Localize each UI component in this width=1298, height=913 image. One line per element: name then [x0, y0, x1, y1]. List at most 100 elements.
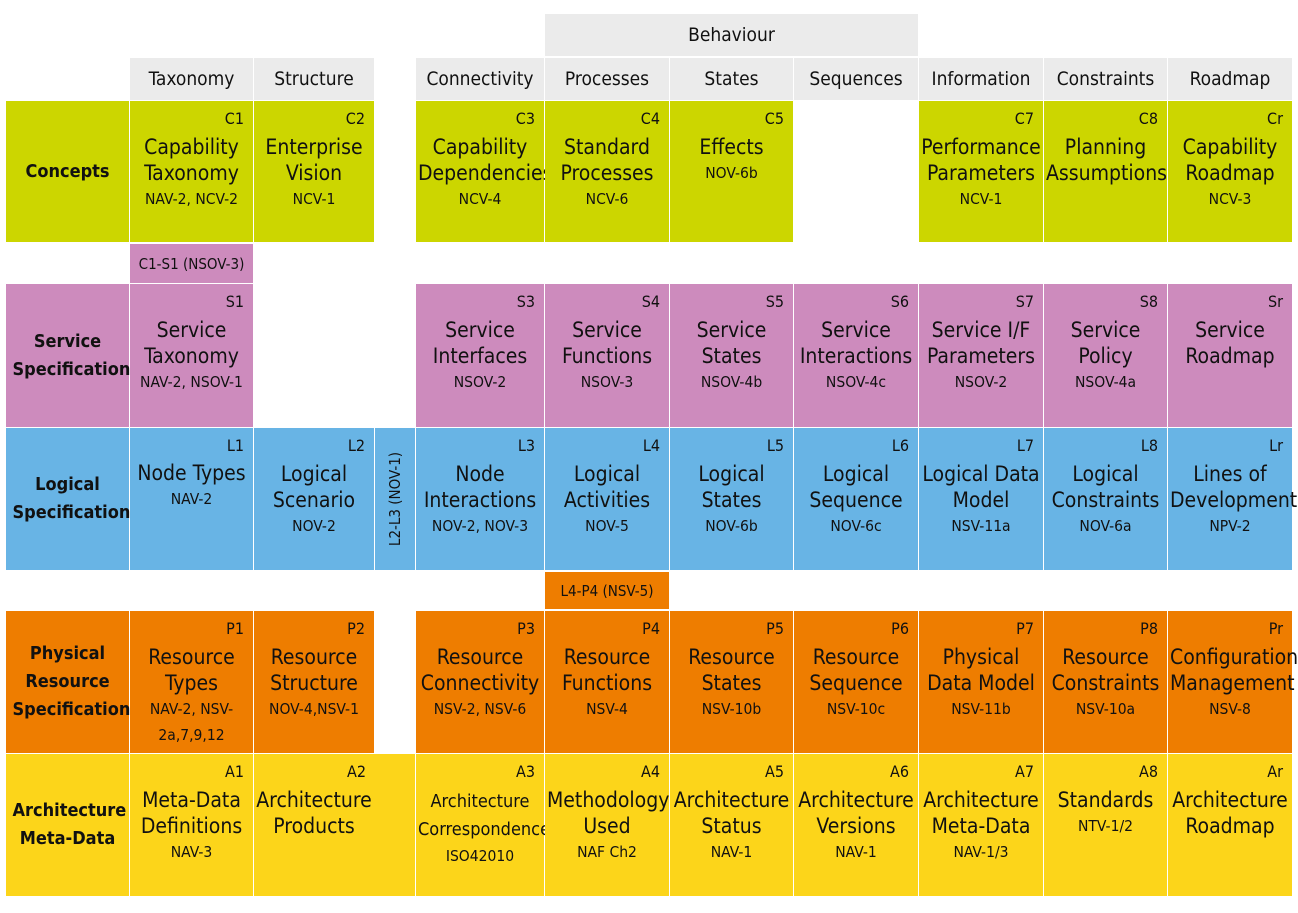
cell-ref: NTV-1/2: [1077, 817, 1134, 835]
cell-name: Methodology Used: [547, 788, 670, 838]
cell-code: Sr: [1267, 292, 1283, 311]
cell-name: Service Functions: [561, 318, 653, 368]
link-c1-s1: C1-S1 (NSOV-3): [130, 244, 253, 283]
cell-ref: NAV-2: [170, 490, 213, 508]
cell-code: A4: [641, 762, 660, 781]
cell-name: Enterprise Vision: [265, 135, 363, 185]
row-label-logical-specifications: Logical Specifications: [6, 428, 140, 570]
cell-l5: L5 Logical States NOV-6b: [670, 428, 793, 570]
cell-l6: L6 Logical Sequence NOV-6c: [794, 428, 918, 570]
cell-name: Architecture Meta-Data: [923, 788, 1039, 838]
cell-ref: NCV-1: [959, 190, 1003, 208]
cell-l7: L7 Logical Data Model NSV-11a: [919, 428, 1043, 570]
column-header-structure: Structure: [254, 58, 374, 100]
cell-code: Cr: [1267, 109, 1283, 128]
cell-code: S5: [765, 292, 784, 311]
cell-name: Standard Processes: [560, 135, 654, 185]
cell-name: Resource Types: [148, 645, 235, 695]
cell-code: C2: [345, 109, 365, 128]
cell-a7: A7 Architecture Meta-Data NAV-1/3: [919, 754, 1043, 896]
column-header-constraints: Constraints: [1044, 58, 1167, 100]
cell-code: L7: [1016, 436, 1034, 455]
cell-name: Performance Parameters: [921, 135, 1041, 185]
cell-code: A3: [516, 762, 535, 781]
cell-ref: NSV-10c: [826, 700, 886, 718]
cell-name: Physical Data Model: [927, 645, 1035, 695]
column-header-connectivity: Connectivity: [416, 58, 544, 100]
cell-name: Architecture Versions: [798, 788, 914, 838]
cell-s7: S7 Service I/F Parameters NSOV-2: [919, 284, 1043, 427]
cell-ref: NCV-3: [1208, 190, 1252, 208]
cell-ref: NSV-10a: [1075, 700, 1136, 718]
cell-ref: NAV-2, NCV-2: [144, 190, 239, 208]
cell-code: Ar: [1267, 762, 1283, 781]
cell-p2: P2 Resource Structure NOV-4,NSV-1: [254, 611, 374, 753]
cell-pr: Pr Configuration Management NSV-8: [1168, 611, 1298, 753]
cell-ref: NSV-2, NSV-6: [433, 700, 527, 718]
cell-name: Architecture Products: [256, 788, 372, 838]
cell-p7: P7 Physical Data Model NSV-11b: [919, 611, 1043, 753]
row-label-architecture-meta-data: Architecture Meta-Data: [6, 754, 129, 896]
cell-c3: C3 Capability Dependencies NCV-4: [416, 101, 553, 242]
link-l2-l3: L2-L3 (NOV-1): [375, 428, 415, 570]
cell-ar: Ar Architecture Roadmap: [1168, 754, 1292, 896]
cell-name: Planning Assumptions: [1046, 135, 1168, 185]
cell-code: P7: [1016, 619, 1034, 638]
cell-code: S8: [1139, 292, 1158, 311]
cell-name: Configuration Management: [1170, 645, 1298, 695]
cell-code: P8: [1140, 619, 1158, 638]
cell-a1: A1 Meta-Data Definitions NAV-3: [130, 754, 253, 896]
cell-ref: NOV-6a: [1079, 517, 1132, 535]
cell-l3: L3 Node Interactions NOV-2, NOV-3: [416, 428, 544, 570]
cell-name: Resource Functions: [561, 645, 653, 695]
cell-ref: ISO42010: [445, 847, 515, 865]
cell-code: P1: [226, 619, 244, 638]
cell-code: P5: [766, 619, 784, 638]
cell-ref: NPV-2: [1209, 517, 1251, 535]
cell-s5: S5 Service States NSOV-4b: [670, 284, 793, 427]
cell-code: S3: [516, 292, 535, 311]
cell-lr: Lr Lines of Development NPV-2: [1168, 428, 1297, 570]
behaviour-header: Behaviour: [545, 14, 918, 56]
cell-ref: NSOV-2: [453, 373, 507, 391]
cell-ref: NAF Ch2: [577, 843, 637, 861]
cell-name: Resource Sequence: [809, 645, 903, 695]
column-header-processes: Processes: [545, 58, 669, 100]
cell-name: Architecture Roadmap: [1172, 788, 1288, 838]
cell-a4: A4 Methodology Used NAF Ch2: [545, 754, 669, 896]
cell-ref: NOV-4,NSV-1: [269, 700, 359, 718]
cell-code: P2: [347, 619, 365, 638]
cell-c8: C8 Planning Assumptions: [1044, 101, 1167, 242]
cell-code: A6: [890, 762, 909, 781]
cell-s6: S6 Service Interactions NSOV-4c: [794, 284, 918, 427]
cell-p3: P3 Resource Connectivity NSV-2, NSV-6: [416, 611, 544, 753]
cell-ref: NAV-1: [710, 843, 753, 861]
cell-name: Capability Taxonomy: [144, 135, 239, 185]
cell-ref: NSV-8: [1209, 700, 1251, 718]
cell-ref: NSOV-4b: [700, 373, 763, 391]
cell-l8: L8 Logical Constraints NOV-6a: [1044, 428, 1167, 570]
cell-code: A2: [347, 762, 366, 781]
cell-code: L6: [891, 436, 909, 455]
cell-code: S1: [225, 292, 244, 311]
column-header-taxonomy: Taxonomy: [130, 58, 253, 100]
cell-ref: NSOV-4c: [825, 373, 887, 391]
cell-ref: NCV-1: [292, 190, 336, 208]
cell-code: A5: [765, 762, 784, 781]
cell-name: Logical States: [698, 462, 765, 512]
cell-name: Logical Sequence: [809, 462, 903, 512]
cell-name: Capability Roadmap: [1182, 135, 1278, 185]
cell-name: Node Interactions: [423, 462, 537, 512]
cell-code: C3: [515, 109, 535, 128]
cell-c7: C7 Performance Parameters NCV-1: [919, 101, 1043, 242]
cell-code: C7: [1014, 109, 1034, 128]
cell-p6: P6 Resource Sequence NSV-10c: [794, 611, 918, 753]
cell-name: Architecture Status: [673, 788, 790, 838]
cell-name: Logical Data Model: [922, 462, 1040, 512]
cell-a5: A5 Architecture Status NAV-1: [670, 754, 793, 896]
cell-code: L8: [1140, 436, 1158, 455]
cell-name: Service States: [696, 318, 767, 368]
cell-name: Service Roadmap: [1185, 318, 1275, 368]
cell-code: A8: [1139, 762, 1158, 781]
cell-name: Standards: [1057, 788, 1154, 812]
